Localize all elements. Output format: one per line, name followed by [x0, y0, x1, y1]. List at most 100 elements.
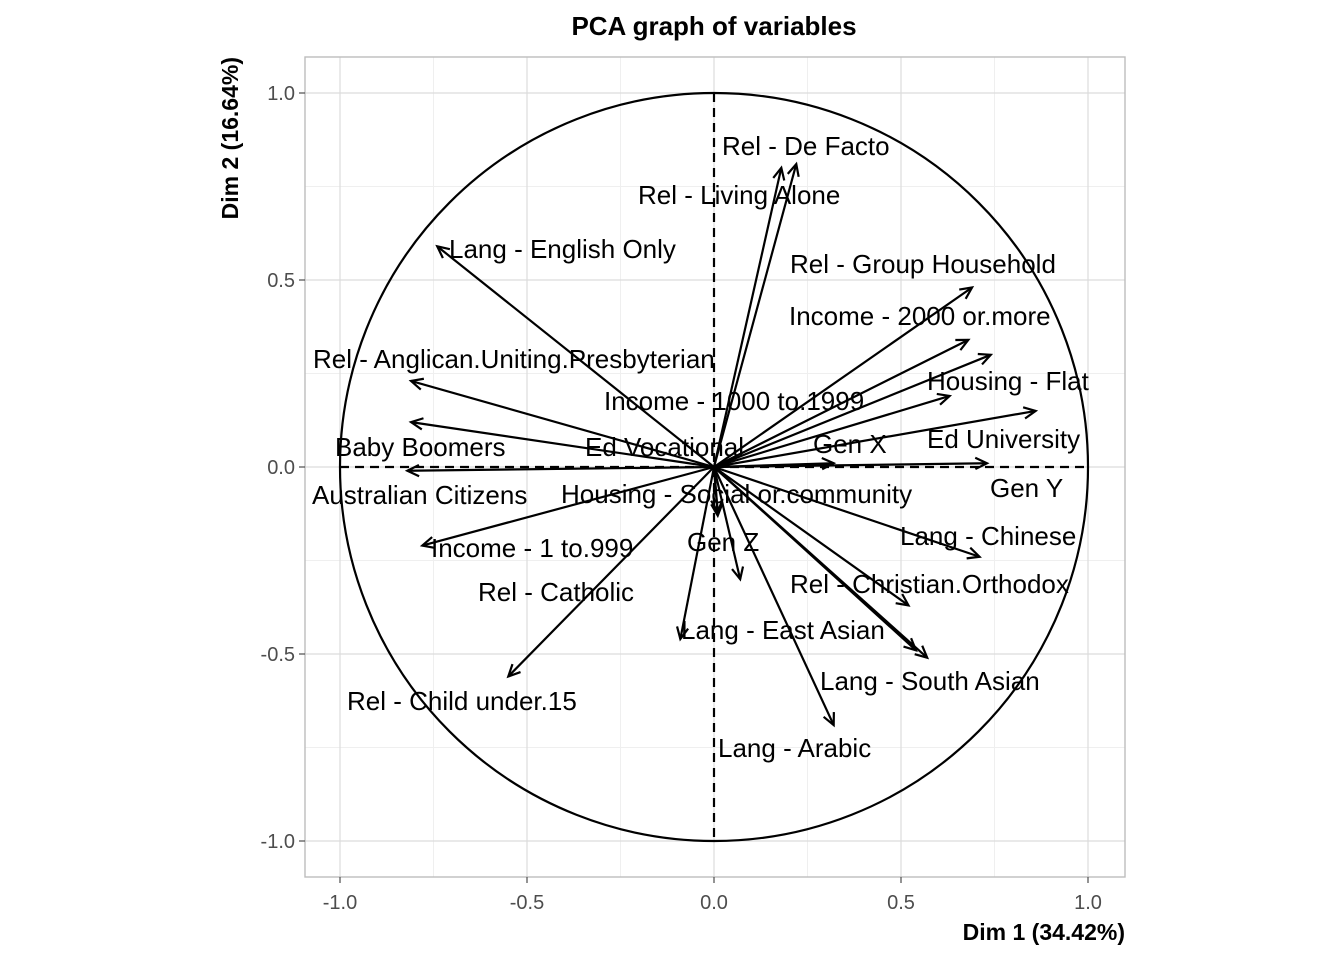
variable-label: Rel - Christian.Orthodox	[790, 569, 1069, 599]
variable-label: Lang - East Asian	[681, 615, 885, 645]
arrow-shaft	[713, 338, 969, 468]
arrow-head	[772, 165, 786, 181]
y-tick-label: -1.0	[261, 831, 295, 853]
y-tick-label: -0.5	[261, 644, 295, 666]
variable-label: Rel - Catholic	[478, 577, 634, 607]
variable-arrow	[506, 466, 715, 679]
arrow-shaft	[713, 353, 992, 469]
variable-arrow	[712, 161, 800, 468]
arrow-head	[419, 536, 436, 550]
reference-lines	[340, 93, 1088, 841]
variable-label: Rel - De Facto	[722, 131, 890, 161]
variable-label: Income - 2000 or.more	[789, 301, 1051, 331]
variable-label: Rel - Anglican.Uniting.Presbyterian	[313, 344, 715, 374]
arrow-head	[822, 712, 835, 728]
variable-arrow	[675, 466, 716, 642]
variable-arrow	[713, 466, 930, 660]
arrow-shaft	[679, 466, 716, 640]
variable-label: Income - 1000 to.1999	[604, 386, 864, 416]
arrow-head	[786, 161, 800, 178]
variable-label: Lang - Arabic	[718, 733, 871, 763]
arrow-head	[936, 392, 953, 406]
y-tick-label: 0.0	[267, 457, 295, 479]
arrow-shaft	[712, 466, 742, 580]
x-tick-label: 0.0	[700, 892, 728, 914]
axis-ticks: -1.0 -0.5 0.0 0.5 1.0 -1.0 -0.5 0.0 0.5 1.0	[261, 83, 1102, 914]
variable-arrow	[713, 392, 953, 469]
arrow-shaft	[407, 465, 715, 472]
arrow-head	[966, 546, 982, 560]
variable-arrow	[408, 377, 715, 469]
arrow-shaft	[713, 409, 1036, 469]
arrow-head	[1022, 406, 1039, 420]
arrow-head	[895, 593, 911, 607]
x-tick-label: -0.5	[510, 892, 544, 914]
arrow-shaft	[713, 466, 910, 607]
variable-arrow	[404, 463, 715, 478]
arrow-head	[404, 463, 420, 478]
y-tick-label: 0.5	[267, 270, 295, 292]
variable-label: Housing - Social or.community	[561, 479, 912, 509]
variable-arrow	[408, 417, 715, 469]
variable-label: Ed Vocational	[585, 432, 744, 462]
arrow-head	[731, 566, 745, 582]
variable-label: Gen Y	[990, 473, 1063, 503]
arrow-shaft	[713, 462, 988, 469]
arrow-head	[903, 637, 918, 652]
variable-arrow	[419, 465, 715, 550]
x-tick-label: 1.0	[1074, 892, 1102, 914]
y-tick-label: 1.0	[267, 83, 295, 105]
arrow-shaft	[421, 465, 715, 547]
arrow-head	[435, 244, 451, 259]
arrow-shaft	[507, 466, 715, 678]
variable-labels: Rel - De Facto Rel - Living Alone Lang - E…	[312, 131, 1090, 763]
arrow-shaft	[712, 163, 798, 468]
variable-arrow	[713, 466, 835, 728]
arrow-head	[959, 286, 975, 300]
arrow-shaft	[410, 379, 715, 469]
arrow-shaft	[713, 466, 835, 726]
variable-label: Australian Citizens	[312, 480, 527, 510]
arrow-head	[408, 417, 424, 431]
variable-label: Lang - Chinese	[900, 521, 1076, 551]
variable-arrow	[713, 286, 975, 468]
y-axis-label: Dim 2 (16.64%)	[217, 57, 243, 219]
arrow-head	[506, 663, 521, 679]
variable-label: Lang - English Only	[449, 234, 676, 264]
variable-arrow	[712, 466, 745, 582]
variable-label: Ed University	[927, 424, 1080, 454]
x-axis-label: Dim 1 (34.42%)	[963, 919, 1125, 945]
variable-label: Gen X	[813, 429, 887, 459]
variable-arrow	[713, 456, 990, 471]
arrow-shaft	[436, 245, 715, 468]
variable-label: Income - 1 to.999	[431, 533, 633, 563]
arrow-shaft	[713, 465, 980, 558]
arrow-shaft	[713, 394, 950, 469]
arrow-head	[974, 456, 990, 471]
arrow-head	[710, 499, 724, 515]
variable-arrow	[713, 465, 982, 560]
arrow-head	[675, 626, 690, 642]
arrow-shaft	[410, 421, 715, 469]
variable-arrow	[435, 244, 715, 468]
x-tick-label: 0.5	[887, 892, 915, 914]
variable-label: Rel - Group Household	[790, 249, 1056, 279]
variable-label: Housing - Flat	[927, 366, 1090, 396]
arrow-shaft	[713, 466, 928, 659]
variable-arrow	[713, 338, 971, 468]
variable-arrows	[404, 161, 1039, 728]
arrow-head	[955, 338, 971, 351]
variable-label: Gen Z	[687, 527, 759, 557]
variable-label: Rel - Child under.15	[347, 686, 577, 716]
variable-arrow	[713, 352, 994, 469]
variable-arrow	[712, 165, 786, 468]
x-tick-label: -1.0	[323, 892, 357, 914]
chart-title: PCA graph of variables	[571, 11, 856, 41]
arrow-head	[408, 377, 425, 391]
variable-label: Lang - South Asian	[820, 666, 1040, 696]
arrow-shaft	[712, 167, 783, 468]
variable-label: Rel - Living Alone	[638, 180, 840, 210]
arrow-head	[821, 456, 837, 471]
arrow-head	[977, 352, 994, 366]
variable-arrow	[713, 406, 1039, 469]
